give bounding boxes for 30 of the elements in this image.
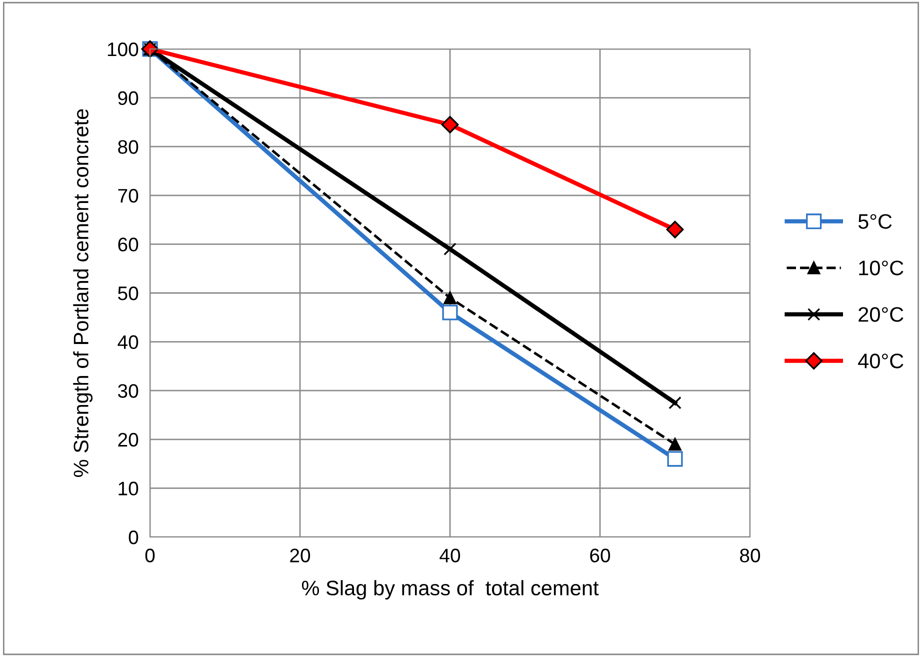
x-tick-label: 80 [740, 548, 760, 562]
y-tick-label: 100 [108, 42, 138, 56]
point [444, 242, 456, 256]
y-tick-label: 50 [118, 286, 138, 300]
point [668, 396, 682, 410]
point [667, 451, 683, 467]
y-tick-label: 20 [118, 432, 138, 447]
y-tick-label: 60 [118, 238, 138, 252]
point [441, 116, 459, 134]
legend-label: 20°C [858, 307, 904, 322]
point [666, 220, 684, 238]
y-tick-label: 40 [118, 335, 138, 350]
legend-label: 40°C [858, 354, 904, 368]
x-tick-label: 20 [290, 548, 310, 562]
legend-label: 5°C [858, 214, 892, 229]
y-tick-label: 80 [118, 140, 138, 154]
legend-label: 10°C [859, 260, 904, 276]
y-axis-title: % Strength of Portland cement concrete [73, 109, 93, 477]
y-tick-label: 30 [118, 384, 138, 398]
x-axis-title: % Slag by mass of total cement [302, 580, 599, 600]
y-tick-label: 70 [118, 188, 138, 203]
y-tick-label: 10 [118, 482, 138, 496]
point [444, 291, 456, 304]
x-tick-label: 0 [145, 548, 155, 562]
x-tick-label: 40 [440, 548, 460, 562]
y-tick-label: 90 [118, 91, 138, 106]
y-tick-label: 0 [128, 530, 138, 544]
point [442, 304, 458, 320]
point [668, 438, 682, 451]
x-tick-label: 60 [590, 548, 610, 562]
